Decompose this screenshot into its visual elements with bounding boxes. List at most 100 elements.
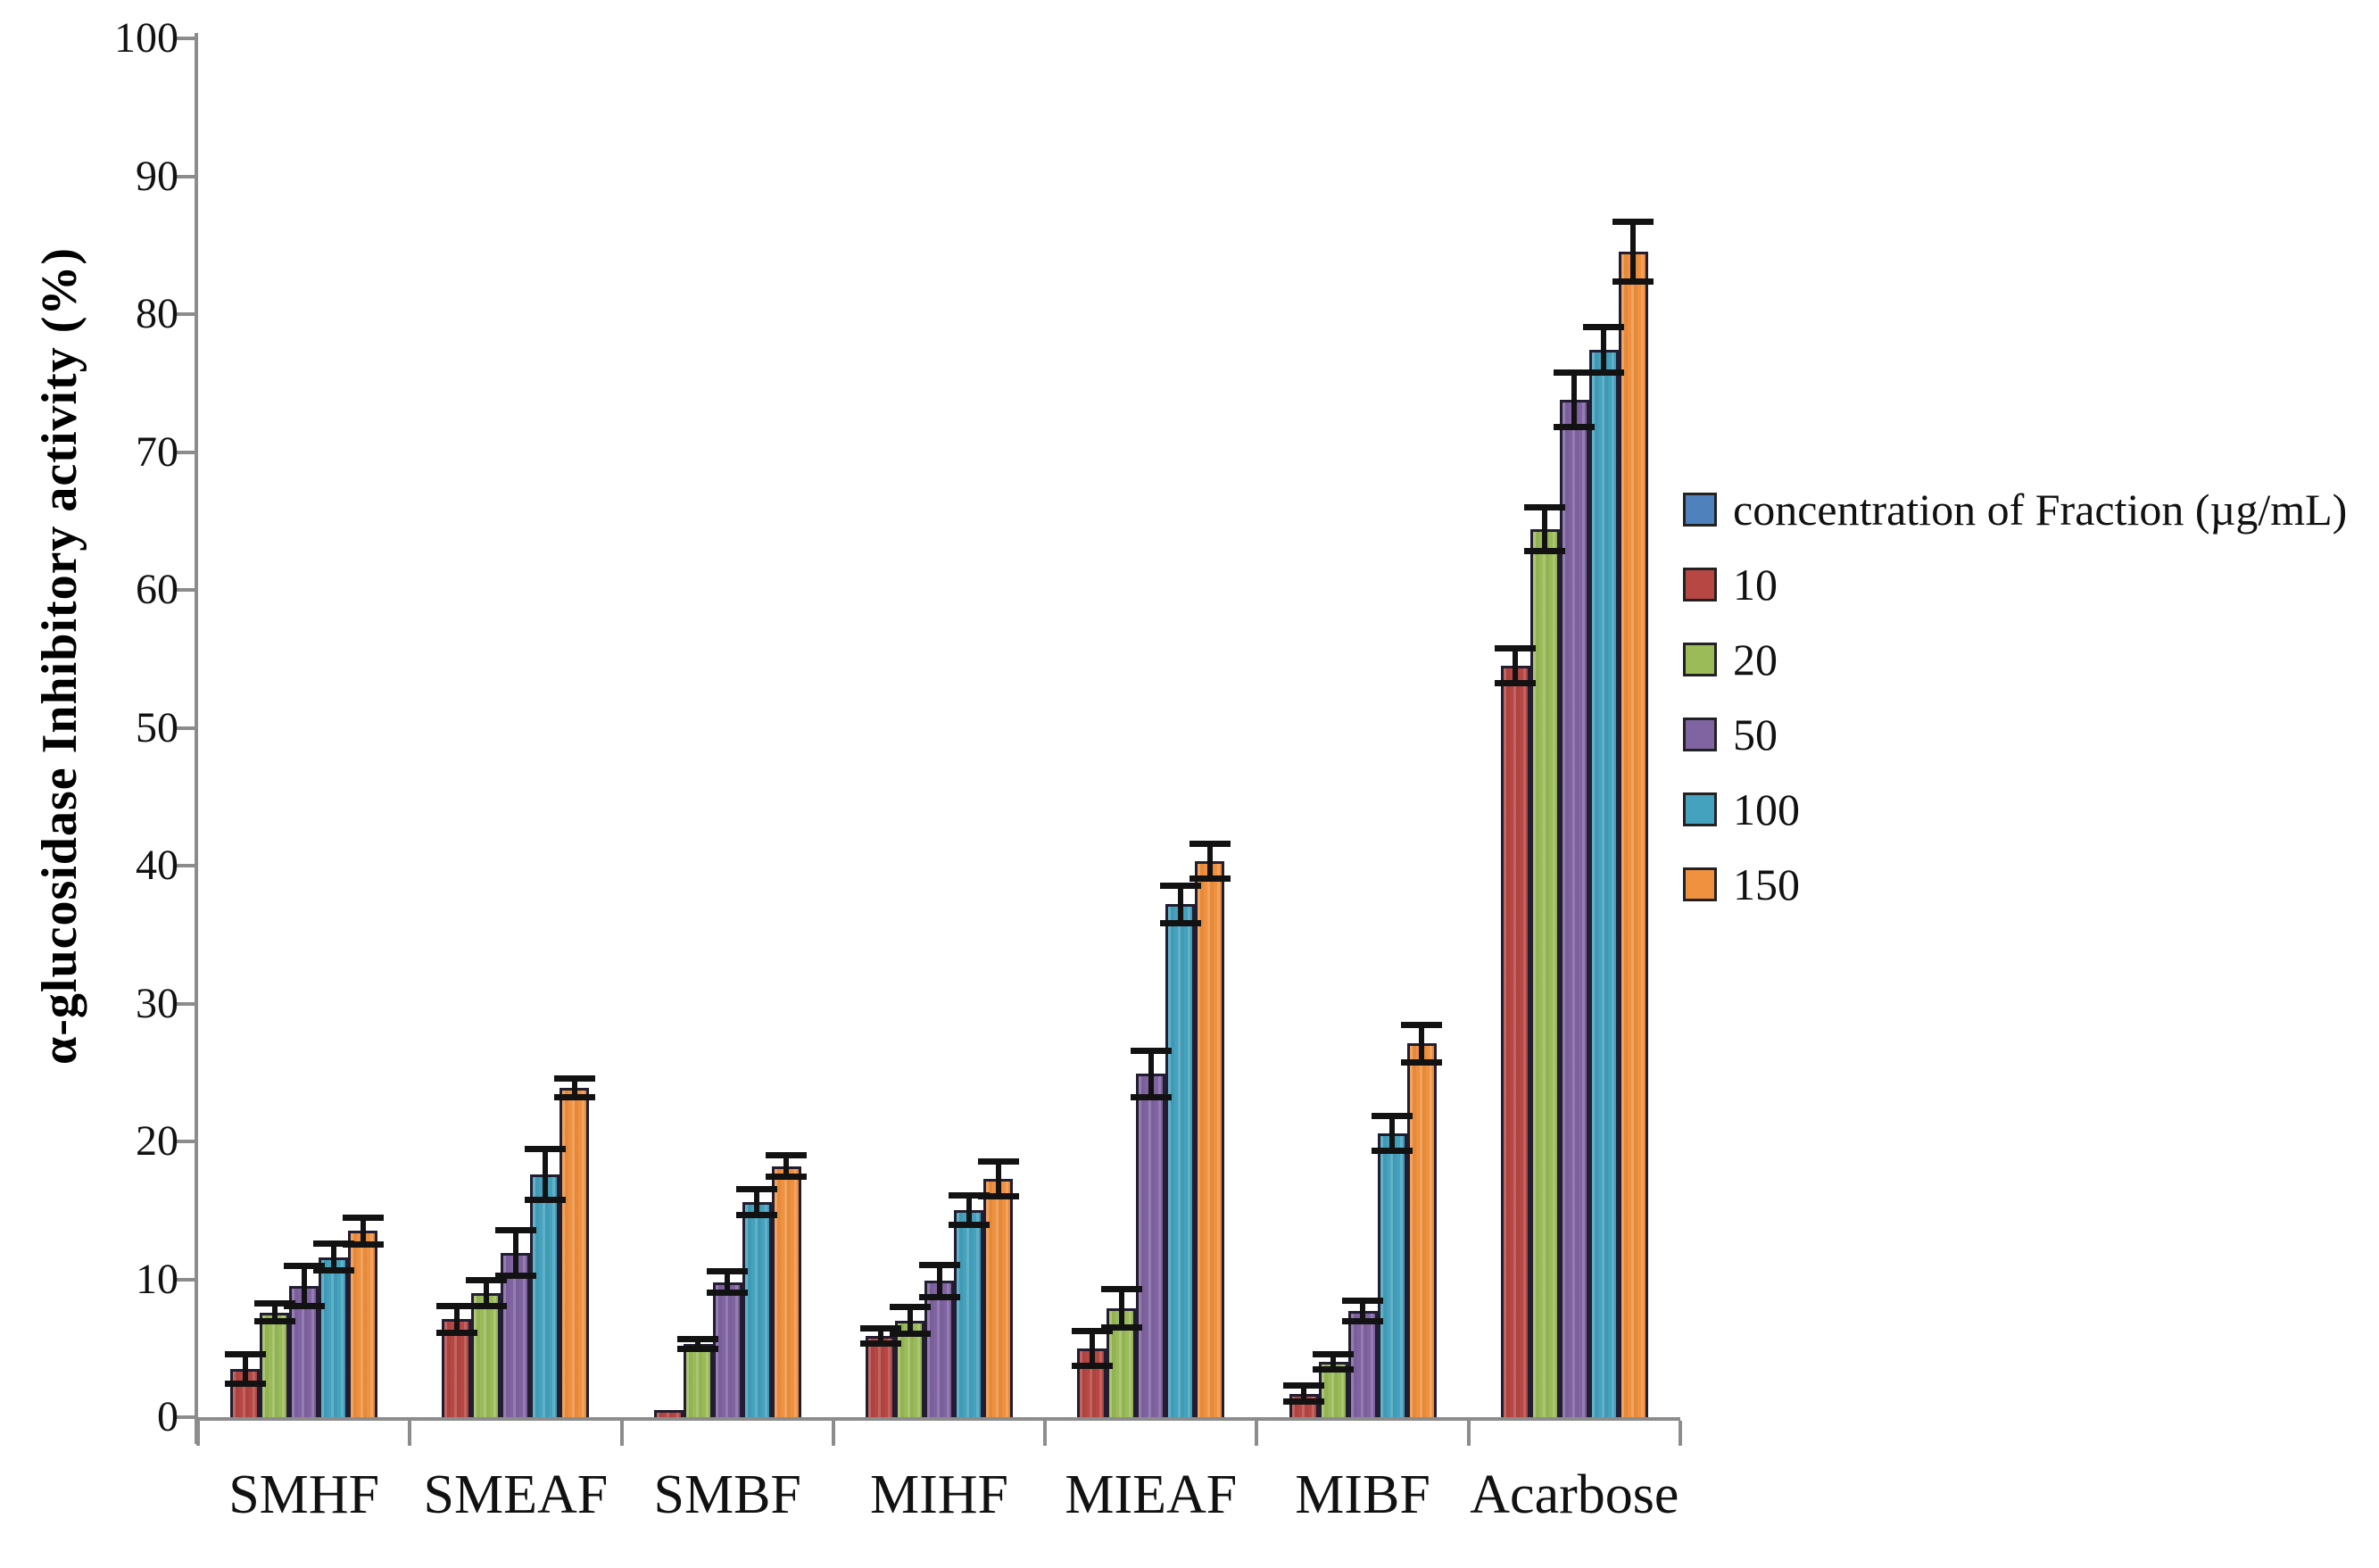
error-bar-cap	[736, 1212, 778, 1219]
error-bar-cap	[1583, 323, 1625, 330]
error-bar	[301, 1265, 307, 1307]
legend-swatch	[1683, 718, 1717, 751]
y-tick	[175, 1415, 195, 1419]
bar-mihf-10	[866, 1335, 895, 1417]
error-bar-cap	[494, 1226, 536, 1233]
error-bar	[1206, 843, 1213, 880]
error-bar-cap	[1554, 369, 1596, 376]
error-bar-cap	[283, 1263, 325, 1270]
x-tick	[1466, 1421, 1471, 1446]
error-bar	[271, 1302, 278, 1323]
bar-acarbose-50	[1559, 399, 1589, 1417]
error-bar	[754, 1188, 760, 1216]
y-tick	[175, 37, 195, 40]
legend-item: concentration of Fraction (µg/mL)	[1683, 486, 2347, 533]
bar-mihf-100	[954, 1210, 983, 1417]
error-bar-cap	[1100, 1286, 1142, 1293]
error-bar-cap	[1583, 369, 1625, 377]
error-bar	[783, 1155, 790, 1178]
error-bar-cap	[1554, 423, 1596, 430]
error-bar	[1389, 1115, 1396, 1151]
error-bar-cap	[1313, 1350, 1355, 1357]
error-bar	[995, 1160, 1001, 1197]
bar-mieaf-50	[1136, 1074, 1166, 1417]
legend-swatch	[1683, 867, 1717, 901]
error-bar	[695, 1338, 701, 1350]
error-bar	[242, 1353, 248, 1384]
bar-acarbose-100	[1588, 350, 1619, 1417]
error-bar-cap	[1372, 1112, 1413, 1119]
x-category-label: MIBF	[1295, 1464, 1430, 1525]
error-bar-cap	[494, 1273, 536, 1280]
y-tick	[175, 588, 195, 592]
y-tick	[175, 1140, 195, 1143]
bar-mibf-50	[1347, 1311, 1378, 1417]
y-tick	[175, 312, 195, 316]
x-category-label: MIEAF	[1065, 1464, 1238, 1525]
error-bar	[907, 1307, 913, 1335]
error-bar-cap	[224, 1380, 266, 1387]
error-bar-cap	[1524, 547, 1566, 554]
error-bar-cap	[1342, 1318, 1384, 1325]
error-bar-cap	[465, 1276, 507, 1283]
plot-area	[175, 33, 1682, 1446]
error-bar-cap	[977, 1192, 1019, 1199]
error-bar	[1148, 1050, 1154, 1098]
error-bar-cap	[1100, 1323, 1142, 1331]
x-category-label: SMHF	[228, 1464, 380, 1525]
error-bar-cap	[918, 1293, 960, 1300]
y-tick-label: 20	[136, 1117, 178, 1165]
error-bar-cap	[224, 1350, 266, 1357]
y-tick	[175, 1001, 195, 1006]
error-bar	[1118, 1289, 1124, 1328]
bar-smbf-10	[653, 1410, 684, 1417]
y-tick	[175, 450, 195, 454]
error-bar-cap	[1071, 1327, 1113, 1334]
y-tick	[175, 174, 195, 178]
error-bar-cap	[253, 1318, 295, 1325]
error-bar-cap	[1524, 504, 1566, 511]
bar-smhf-150	[348, 1231, 378, 1417]
bar-smhf-100	[319, 1257, 349, 1417]
error-bar-cap	[889, 1331, 931, 1338]
x-tick	[1043, 1421, 1048, 1446]
legend-swatch	[1683, 643, 1717, 676]
legend-swatch	[1683, 792, 1717, 826]
legend-item: 150	[1683, 861, 2347, 908]
y-tick-label: 10	[136, 1255, 178, 1303]
error-bar-cap	[766, 1174, 808, 1181]
error-bar-cap	[1130, 1093, 1172, 1100]
bar-acarbose-150	[1618, 252, 1648, 1417]
error-bar-cap	[553, 1074, 595, 1082]
error-bar-cap	[1495, 644, 1537, 651]
legend-swatch	[1683, 568, 1717, 601]
error-bar	[1571, 371, 1578, 427]
error-bar	[453, 1305, 460, 1333]
error-bar-cap	[342, 1240, 384, 1248]
bar-smbf-150	[771, 1166, 801, 1417]
x-tick	[1679, 1421, 1682, 1446]
error-bar-cap	[889, 1304, 931, 1311]
bar-smeaf-50	[501, 1253, 531, 1417]
x-tick	[831, 1421, 835, 1446]
legend-item: 50	[1683, 711, 2347, 758]
bar-mibf-100	[1377, 1132, 1407, 1417]
x-category-label: SMBF	[653, 1464, 801, 1525]
error-bar-cap	[1159, 882, 1201, 889]
error-bar	[877, 1327, 883, 1345]
error-bar-cap	[766, 1152, 808, 1159]
bar-mihf-50	[924, 1281, 954, 1417]
y-tick	[175, 1277, 195, 1282]
bar-mieaf-150	[1195, 861, 1225, 1417]
error-bar	[966, 1195, 972, 1226]
error-bar-cap	[859, 1340, 901, 1348]
error-bar-cap	[1342, 1297, 1384, 1304]
error-bar	[512, 1229, 518, 1277]
legend-label: 150	[1733, 859, 1800, 909]
error-bar-cap	[435, 1302, 477, 1309]
y-tick-label: 40	[136, 842, 178, 889]
x-category-label: SMEAF	[423, 1464, 609, 1525]
y-axis-line	[195, 33, 198, 1444]
error-bar	[360, 1216, 366, 1245]
error-bar-cap	[1130, 1048, 1172, 1055]
